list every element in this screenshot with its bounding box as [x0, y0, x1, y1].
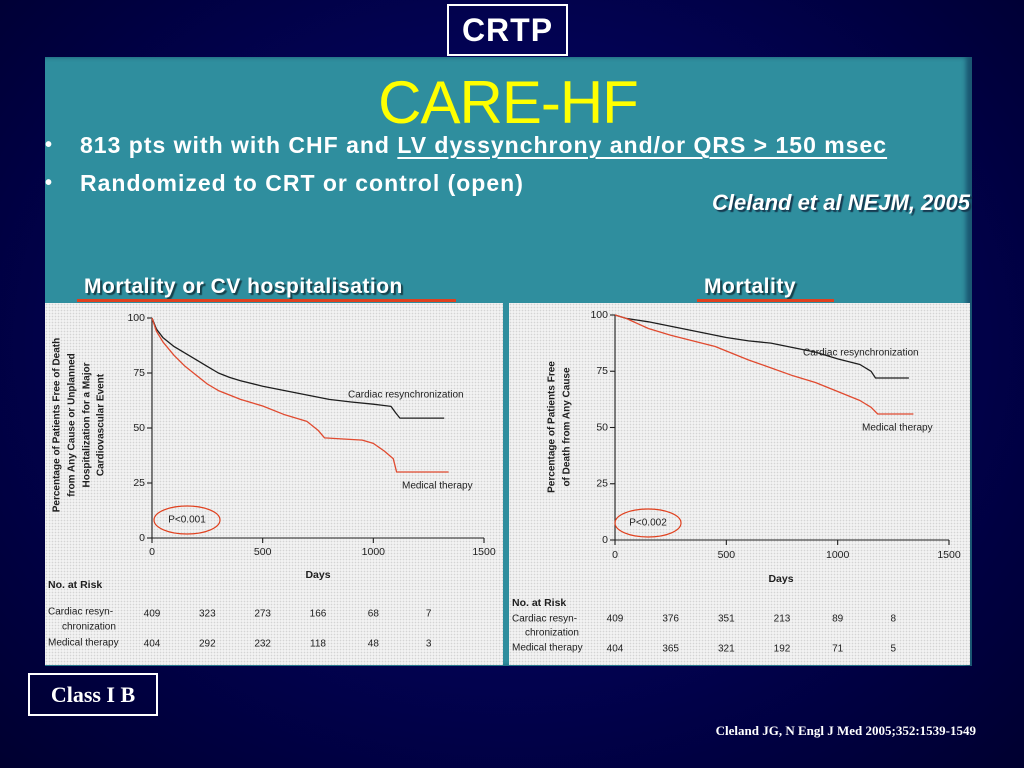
risk-value: 7	[426, 609, 432, 620]
series-label: Medical therapy	[402, 481, 473, 492]
y-axis-label-line: Percentage of Patients Free of Death	[52, 338, 63, 513]
risk-value: 3	[426, 639, 432, 650]
bullet-underlined-text: LV dyssynchrony and/or QRS > 150 msec	[397, 132, 888, 158]
series-line-cardiac-resynchronization	[614, 314, 909, 379]
x-tick-label: 1000	[826, 549, 850, 561]
risk-value: 232	[254, 639, 271, 650]
risk-value: 404	[144, 639, 161, 650]
risk-value: 89	[832, 614, 844, 625]
y-tick-label: 0	[139, 532, 145, 544]
series-line-medical-therapy	[151, 317, 449, 473]
y-axis-label-line: Percentage of Patients Free	[547, 361, 558, 493]
risk-row-label: Cardiac resyn-	[48, 607, 113, 618]
recommendation-class-box: Class I B	[28, 673, 158, 716]
risk-table-heading: No. at Risk	[48, 579, 102, 591]
bullet-text: 813 pts with with CHF and LV dyssynchron…	[80, 131, 887, 159]
survival-chart-right: Percentage of Patients Free of Death from…	[512, 309, 961, 655]
risk-value: 365	[662, 644, 679, 655]
bullet-item: • Randomized to CRT or control (open)	[45, 169, 972, 197]
risk-value: 213	[774, 614, 791, 625]
risk-value: 323	[199, 609, 216, 620]
x-tick-label: 1500	[937, 549, 961, 561]
section-label: CRTP	[461, 12, 554, 48]
heading-underline-right	[697, 299, 834, 302]
y-tick-label: 100	[127, 312, 145, 324]
series-label: Cardiac resynchronization	[348, 390, 464, 401]
y-tick-label: 100	[590, 309, 608, 321]
risk-table-heading: No. at Risk	[512, 597, 566, 609]
x-tick-label: 1000	[362, 546, 386, 558]
risk-row-label: Medical therapy	[48, 638, 119, 649]
x-tick-label: 500	[718, 549, 736, 561]
y-tick-label: 50	[596, 421, 608, 433]
x-tick-label: 0	[612, 549, 618, 561]
study-reference: Cleland et al NEJM, 2005	[712, 190, 970, 215]
series-label: Medical therapy	[862, 423, 933, 434]
series-line-cardiac-resynchronization	[151, 317, 445, 419]
p-value-label: P<0.002	[629, 518, 667, 529]
x-axis-label: Days	[768, 573, 793, 585]
risk-row-label: Medical therapy	[512, 643, 583, 654]
risk-row-label: chronization	[525, 628, 579, 639]
x-tick-label: 0	[149, 546, 155, 558]
series-label: Cardiac resynchronization	[803, 348, 919, 359]
risk-row-label: chronization	[62, 622, 116, 633]
y-axis-label-line: of Death from Any Cause	[562, 367, 573, 487]
slide-title: CARE-HF	[378, 69, 639, 136]
risk-value: 118	[310, 639, 326, 650]
x-tick-label: 500	[254, 546, 272, 558]
risk-value: 192	[774, 644, 791, 655]
risk-value: 321	[718, 644, 735, 655]
risk-value: 5	[891, 644, 897, 655]
risk-value: 273	[254, 609, 271, 620]
p-value-ring	[614, 508, 682, 538]
y-axis-label-line: from Any Cause or Unplanned	[67, 353, 78, 497]
heading-underline-left	[77, 299, 456, 302]
risk-value: 351	[718, 614, 735, 625]
section-label-box: CRTP	[447, 4, 568, 56]
bullet-symbol: •	[45, 172, 53, 194]
y-tick-label: 0	[602, 534, 608, 546]
chart-panel-right: Percentage of Patients Free of Death from…	[509, 303, 970, 665]
p-value-label: P<0.001	[168, 515, 206, 526]
y-tick-label: 75	[596, 365, 608, 377]
risk-value: 292	[199, 639, 216, 650]
y-tick-label: 50	[133, 422, 145, 434]
risk-value: 409	[144, 609, 161, 620]
risk-value: 8	[891, 614, 897, 625]
risk-value: 376	[662, 614, 679, 625]
chart-heading-left: Mortality or CV hospitalisation	[84, 275, 403, 298]
y-axis-label-line: Cardiovascular Event	[96, 373, 107, 476]
y-tick-label: 25	[596, 478, 608, 490]
y-tick-label: 75	[133, 367, 145, 379]
risk-value: 409	[607, 614, 624, 625]
chart-heading-right: Mortality	[704, 275, 797, 298]
y-axis-label-line: Hospitalization for a Major	[82, 362, 93, 487]
recommendation-class: Class I B	[50, 681, 136, 707]
risk-value: 71	[832, 644, 844, 655]
risk-value: 166	[310, 609, 327, 620]
bullet-symbol: •	[45, 134, 53, 156]
bullet-item: • 813 pts with with CHF and LV dyssynchr…	[45, 131, 972, 159]
risk-value: 68	[368, 609, 380, 620]
series-line-medical-therapy	[614, 314, 914, 415]
footer-citation: Cleland JG, N Engl J Med 2005;352:1539-1…	[715, 723, 976, 738]
bullet-text: Randomized to CRT or control (open)	[80, 169, 524, 197]
risk-value: 404	[607, 644, 624, 655]
y-tick-label: 25	[133, 477, 145, 489]
x-tick-label: 1500	[472, 546, 496, 558]
survival-chart-left: Percentage of Patients Free of Death from…	[48, 312, 496, 650]
bullet-plain-text: 813 pts with with CHF and	[80, 132, 398, 158]
bullet-plain-text: Randomized to CRT or control (open)	[80, 170, 524, 196]
risk-row-label: Cardiac resyn-	[512, 614, 577, 625]
p-value-ring	[153, 505, 221, 535]
risk-value: 48	[368, 639, 380, 650]
x-axis-label: Days	[305, 569, 330, 581]
chart-panel-left: Percentage of Patients Free of Death from…	[45, 303, 503, 665]
